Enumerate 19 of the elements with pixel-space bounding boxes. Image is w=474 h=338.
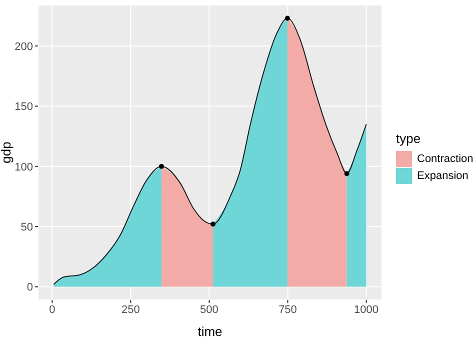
point <box>158 164 164 169</box>
y-tick-label: 150 <box>14 101 33 114</box>
legend-title: type <box>396 131 422 146</box>
x-tick-label: 1000 <box>354 304 379 316</box>
point <box>284 16 290 21</box>
x-tick-label: 250 <box>121 304 140 316</box>
point <box>344 171 350 176</box>
x-tick-label: 750 <box>278 304 297 316</box>
y-tick-label: 100 <box>14 161 33 174</box>
legend-label: Contraction <box>417 152 474 164</box>
x-tick-label: 500 <box>200 304 218 316</box>
y-tick-label: 200 <box>14 40 33 53</box>
x-tick-label: 0 <box>49 304 56 316</box>
y-tick-label: 0 <box>26 282 33 294</box>
legend-label: Expansion <box>417 170 468 182</box>
x-axis-title: time <box>198 324 222 338</box>
point <box>210 222 216 227</box>
y-tick-label: 50 <box>20 221 33 234</box>
y-axis-title: gdp <box>0 142 14 164</box>
